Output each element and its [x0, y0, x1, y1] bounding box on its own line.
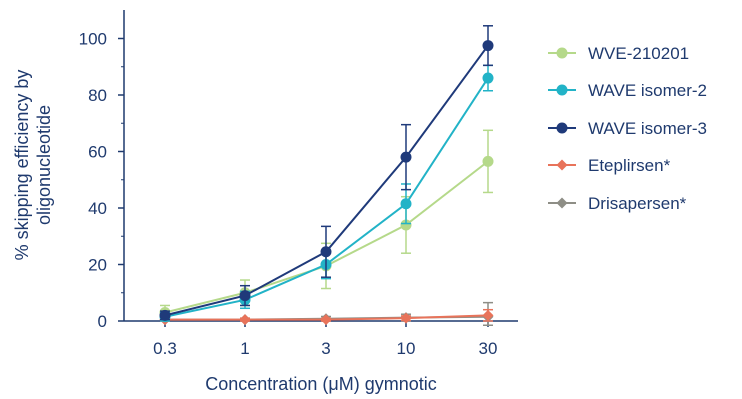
- data-point: [320, 314, 332, 326]
- data-point: [482, 155, 494, 167]
- x-tick-label: 3: [321, 339, 330, 358]
- legend-marker: [556, 197, 568, 209]
- series-0: [159, 129, 494, 321]
- data-point: [239, 314, 251, 326]
- x-axis-title: Concentration (μM) gymnotic: [205, 374, 436, 394]
- series-2: [159, 25, 494, 321]
- axes: [123, 10, 518, 322]
- legend-marker: [556, 159, 568, 171]
- y-tick-label: 40: [88, 199, 107, 218]
- y-tick-label: 0: [98, 312, 107, 331]
- x-tick-label: 1: [240, 339, 249, 358]
- y-tick-label: 80: [88, 86, 107, 105]
- y-ticks: 0 20 40 60 80 100: [79, 30, 124, 331]
- y-tick-label: 100: [79, 30, 107, 49]
- x-tick-label: 30: [479, 339, 498, 358]
- legend-marker: [556, 84, 568, 96]
- legend-item: WAVE isomer-2: [548, 81, 707, 100]
- legend-marker: [556, 47, 568, 59]
- data-point: [400, 198, 412, 210]
- data-point: [239, 290, 251, 302]
- x-tick-label: 10: [397, 339, 416, 358]
- x-tick-label: 0.3: [153, 339, 177, 358]
- legend-item: Drisapersen*: [548, 194, 687, 213]
- y-tick-label: 60: [88, 143, 107, 162]
- data-point: [400, 312, 412, 324]
- data-point: [159, 309, 171, 321]
- legend-label: Eteplirsen*: [588, 156, 671, 175]
- legend-label: WAVE isomer-2: [588, 81, 707, 100]
- data-point: [482, 309, 494, 321]
- legend-marker: [556, 122, 568, 134]
- y-axis-title-line-1: % skipping efficiency by: [12, 70, 32, 261]
- y-axis-title: % skipping efficiency by oligonucleotide: [12, 70, 54, 261]
- data-point: [482, 72, 494, 84]
- y-axis-title-line-2: oligonucleotide: [34, 105, 54, 225]
- series-3: [159, 308, 494, 326]
- series-layer: [159, 25, 494, 326]
- legend-item: Eteplirsen*: [548, 156, 671, 175]
- y-tick-label: 20: [88, 256, 107, 275]
- data-point: [320, 246, 332, 258]
- legend: WVE-210201 WAVE isomer-2 WAVE isomer-3 Etep…: [548, 44, 707, 213]
- x-ticks: 0.3 1 3 10 30: [153, 321, 497, 358]
- legend-item: WVE-210201: [548, 44, 689, 63]
- data-point: [400, 151, 412, 163]
- legend-label: WAVE isomer-3: [588, 119, 707, 138]
- data-point: [400, 219, 412, 231]
- legend-item: WAVE isomer-3: [548, 119, 707, 138]
- legend-label: WVE-210201: [588, 44, 689, 63]
- legend-label: Drisapersen*: [588, 194, 687, 213]
- data-point: [482, 40, 494, 52]
